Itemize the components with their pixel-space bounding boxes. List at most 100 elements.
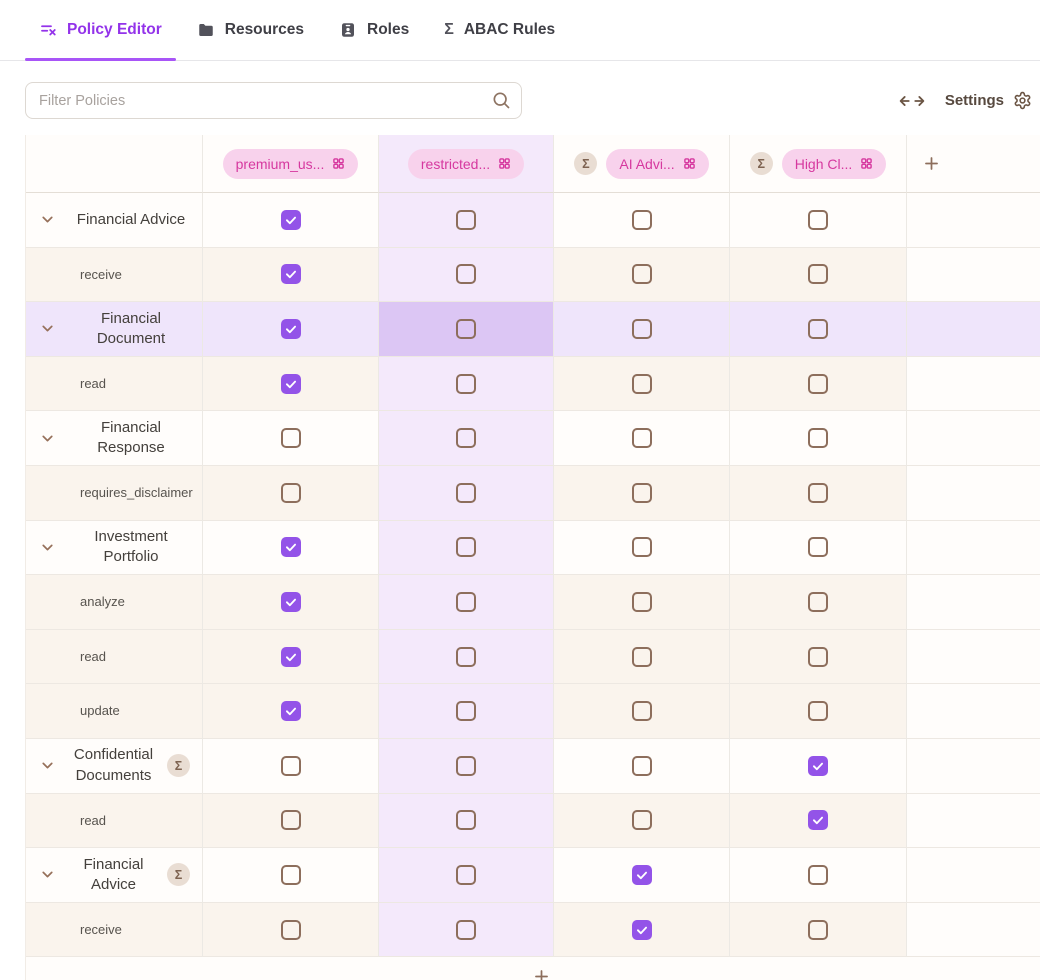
permission-cell (554, 193, 730, 248)
role-pill[interactable]: AI Advi... (606, 148, 709, 179)
checkbox-checked[interactable] (280, 591, 301, 612)
chevron-down-icon[interactable] (39, 866, 56, 883)
checkbox-unchecked[interactable] (631, 591, 652, 612)
checkbox-unchecked[interactable] (808, 537, 828, 558)
checkbox-unchecked[interactable] (456, 318, 476, 339)
action-row-label-cell: update (26, 684, 203, 739)
tab-resources[interactable]: Resources (183, 0, 318, 60)
chevron-down-icon[interactable] (39, 211, 56, 228)
checkbox-checked[interactable] (280, 264, 301, 285)
add-row-button[interactable] (532, 967, 551, 980)
permission-cell (730, 793, 907, 849)
checkbox-unchecked[interactable] (631, 701, 652, 722)
checkbox-checked[interactable] (280, 209, 301, 230)
checkbox-unchecked[interactable] (456, 701, 476, 722)
permission-cell (730, 411, 907, 466)
filter-policies-input[interactable] (25, 82, 522, 119)
grip-icon (683, 157, 696, 170)
checkbox-unchecked[interactable] (631, 537, 652, 558)
checkbox-unchecked[interactable] (808, 264, 828, 285)
checkbox-unchecked[interactable] (280, 755, 301, 776)
add-row-cell (26, 957, 1040, 980)
chevron-down-icon[interactable] (39, 320, 56, 337)
checkbox-unchecked[interactable] (280, 482, 301, 503)
checkbox-unchecked[interactable] (456, 209, 476, 230)
checkbox-unchecked[interactable] (631, 264, 652, 285)
checkbox-unchecked[interactable] (456, 373, 476, 394)
checkbox-unchecked[interactable] (631, 428, 652, 449)
checkbox-checked[interactable] (808, 810, 828, 831)
role-pill[interactable]: premium_us... (222, 148, 359, 179)
checkbox-unchecked[interactable] (808, 591, 828, 612)
empty-cell (907, 575, 1040, 630)
sigma-badge: Σ (167, 863, 190, 887)
checkbox-checked[interactable] (280, 373, 301, 394)
grip-icon (332, 157, 345, 170)
permission-cell (730, 193, 907, 248)
checkbox-unchecked[interactable] (631, 755, 652, 776)
settings-button[interactable]: Settings (945, 91, 1032, 110)
checkbox-unchecked[interactable] (456, 864, 476, 885)
checkbox-unchecked[interactable] (456, 919, 476, 940)
resource-row-label-cell: Financial Document (26, 302, 203, 357)
checkbox-unchecked[interactable] (808, 209, 828, 230)
checkbox-unchecked[interactable] (808, 428, 828, 449)
checkbox-unchecked[interactable] (631, 318, 652, 339)
checkbox-unchecked[interactable] (631, 482, 652, 503)
checkbox-unchecked[interactable] (808, 919, 828, 940)
role-pill[interactable]: High Cl... (781, 148, 887, 179)
tab-policy-editor[interactable]: Policy Editor (25, 0, 176, 61)
checkbox-unchecked[interactable] (280, 810, 301, 831)
checkbox-checked[interactable] (631, 919, 652, 940)
checkbox-unchecked[interactable] (808, 373, 828, 394)
action-label: receive (80, 266, 122, 282)
action-label: read (80, 812, 107, 828)
checkbox-checked[interactable] (280, 318, 301, 339)
checkbox-checked[interactable] (631, 864, 652, 885)
checkbox-unchecked[interactable] (808, 482, 828, 503)
permission-cell (203, 193, 379, 248)
tab-roles[interactable]: Roles (325, 0, 423, 60)
checkbox-unchecked[interactable] (456, 264, 476, 285)
checkbox-unchecked[interactable] (456, 646, 476, 667)
checkbox-unchecked[interactable] (808, 864, 828, 885)
permission-cell (379, 302, 554, 357)
checkbox-unchecked[interactable] (456, 755, 476, 776)
checkbox-unchecked[interactable] (456, 482, 476, 503)
checkbox-unchecked[interactable] (631, 646, 652, 667)
checkbox-unchecked[interactable] (280, 428, 301, 449)
checkbox-unchecked[interactable] (456, 591, 476, 612)
checkbox-unchecked[interactable] (280, 919, 301, 940)
permission-cell (730, 520, 907, 576)
permission-cell (379, 902, 554, 958)
expand-horizontal-icon[interactable] (899, 92, 925, 110)
action-label: update (80, 703, 120, 719)
add-column-button[interactable] (922, 154, 941, 173)
checkbox-unchecked[interactable] (631, 209, 652, 230)
checkbox-unchecked[interactable] (456, 810, 476, 831)
permission-cell (379, 738, 554, 794)
checkbox-unchecked[interactable] (808, 701, 828, 722)
checkbox-unchecked[interactable] (280, 864, 301, 885)
tab-abac-rules[interactable]: Σ ABAC Rules (430, 0, 569, 60)
checkbox-unchecked[interactable] (456, 428, 476, 449)
checkbox-unchecked[interactable] (808, 646, 828, 667)
chevron-down-icon[interactable] (39, 430, 56, 447)
checkbox-unchecked[interactable] (631, 373, 652, 394)
checkbox-unchecked[interactable] (631, 810, 652, 831)
checkbox-checked[interactable] (280, 646, 301, 667)
checkbox-unchecked[interactable] (808, 318, 828, 339)
checkbox-unchecked[interactable] (456, 537, 476, 558)
permission-cell (730, 848, 907, 903)
grip-icon (498, 157, 511, 170)
role-pill[interactable]: restricted... (407, 148, 525, 179)
permission-cell (379, 575, 554, 630)
resource-label: Financial Advice (83, 855, 144, 893)
empty-cell (907, 465, 1040, 521)
checkbox-checked[interactable] (280, 701, 301, 722)
empty-cell (907, 411, 1040, 466)
chevron-down-icon[interactable] (39, 757, 56, 774)
chevron-down-icon[interactable] (39, 539, 56, 556)
checkbox-checked[interactable] (280, 537, 301, 558)
checkbox-checked[interactable] (808, 755, 828, 776)
